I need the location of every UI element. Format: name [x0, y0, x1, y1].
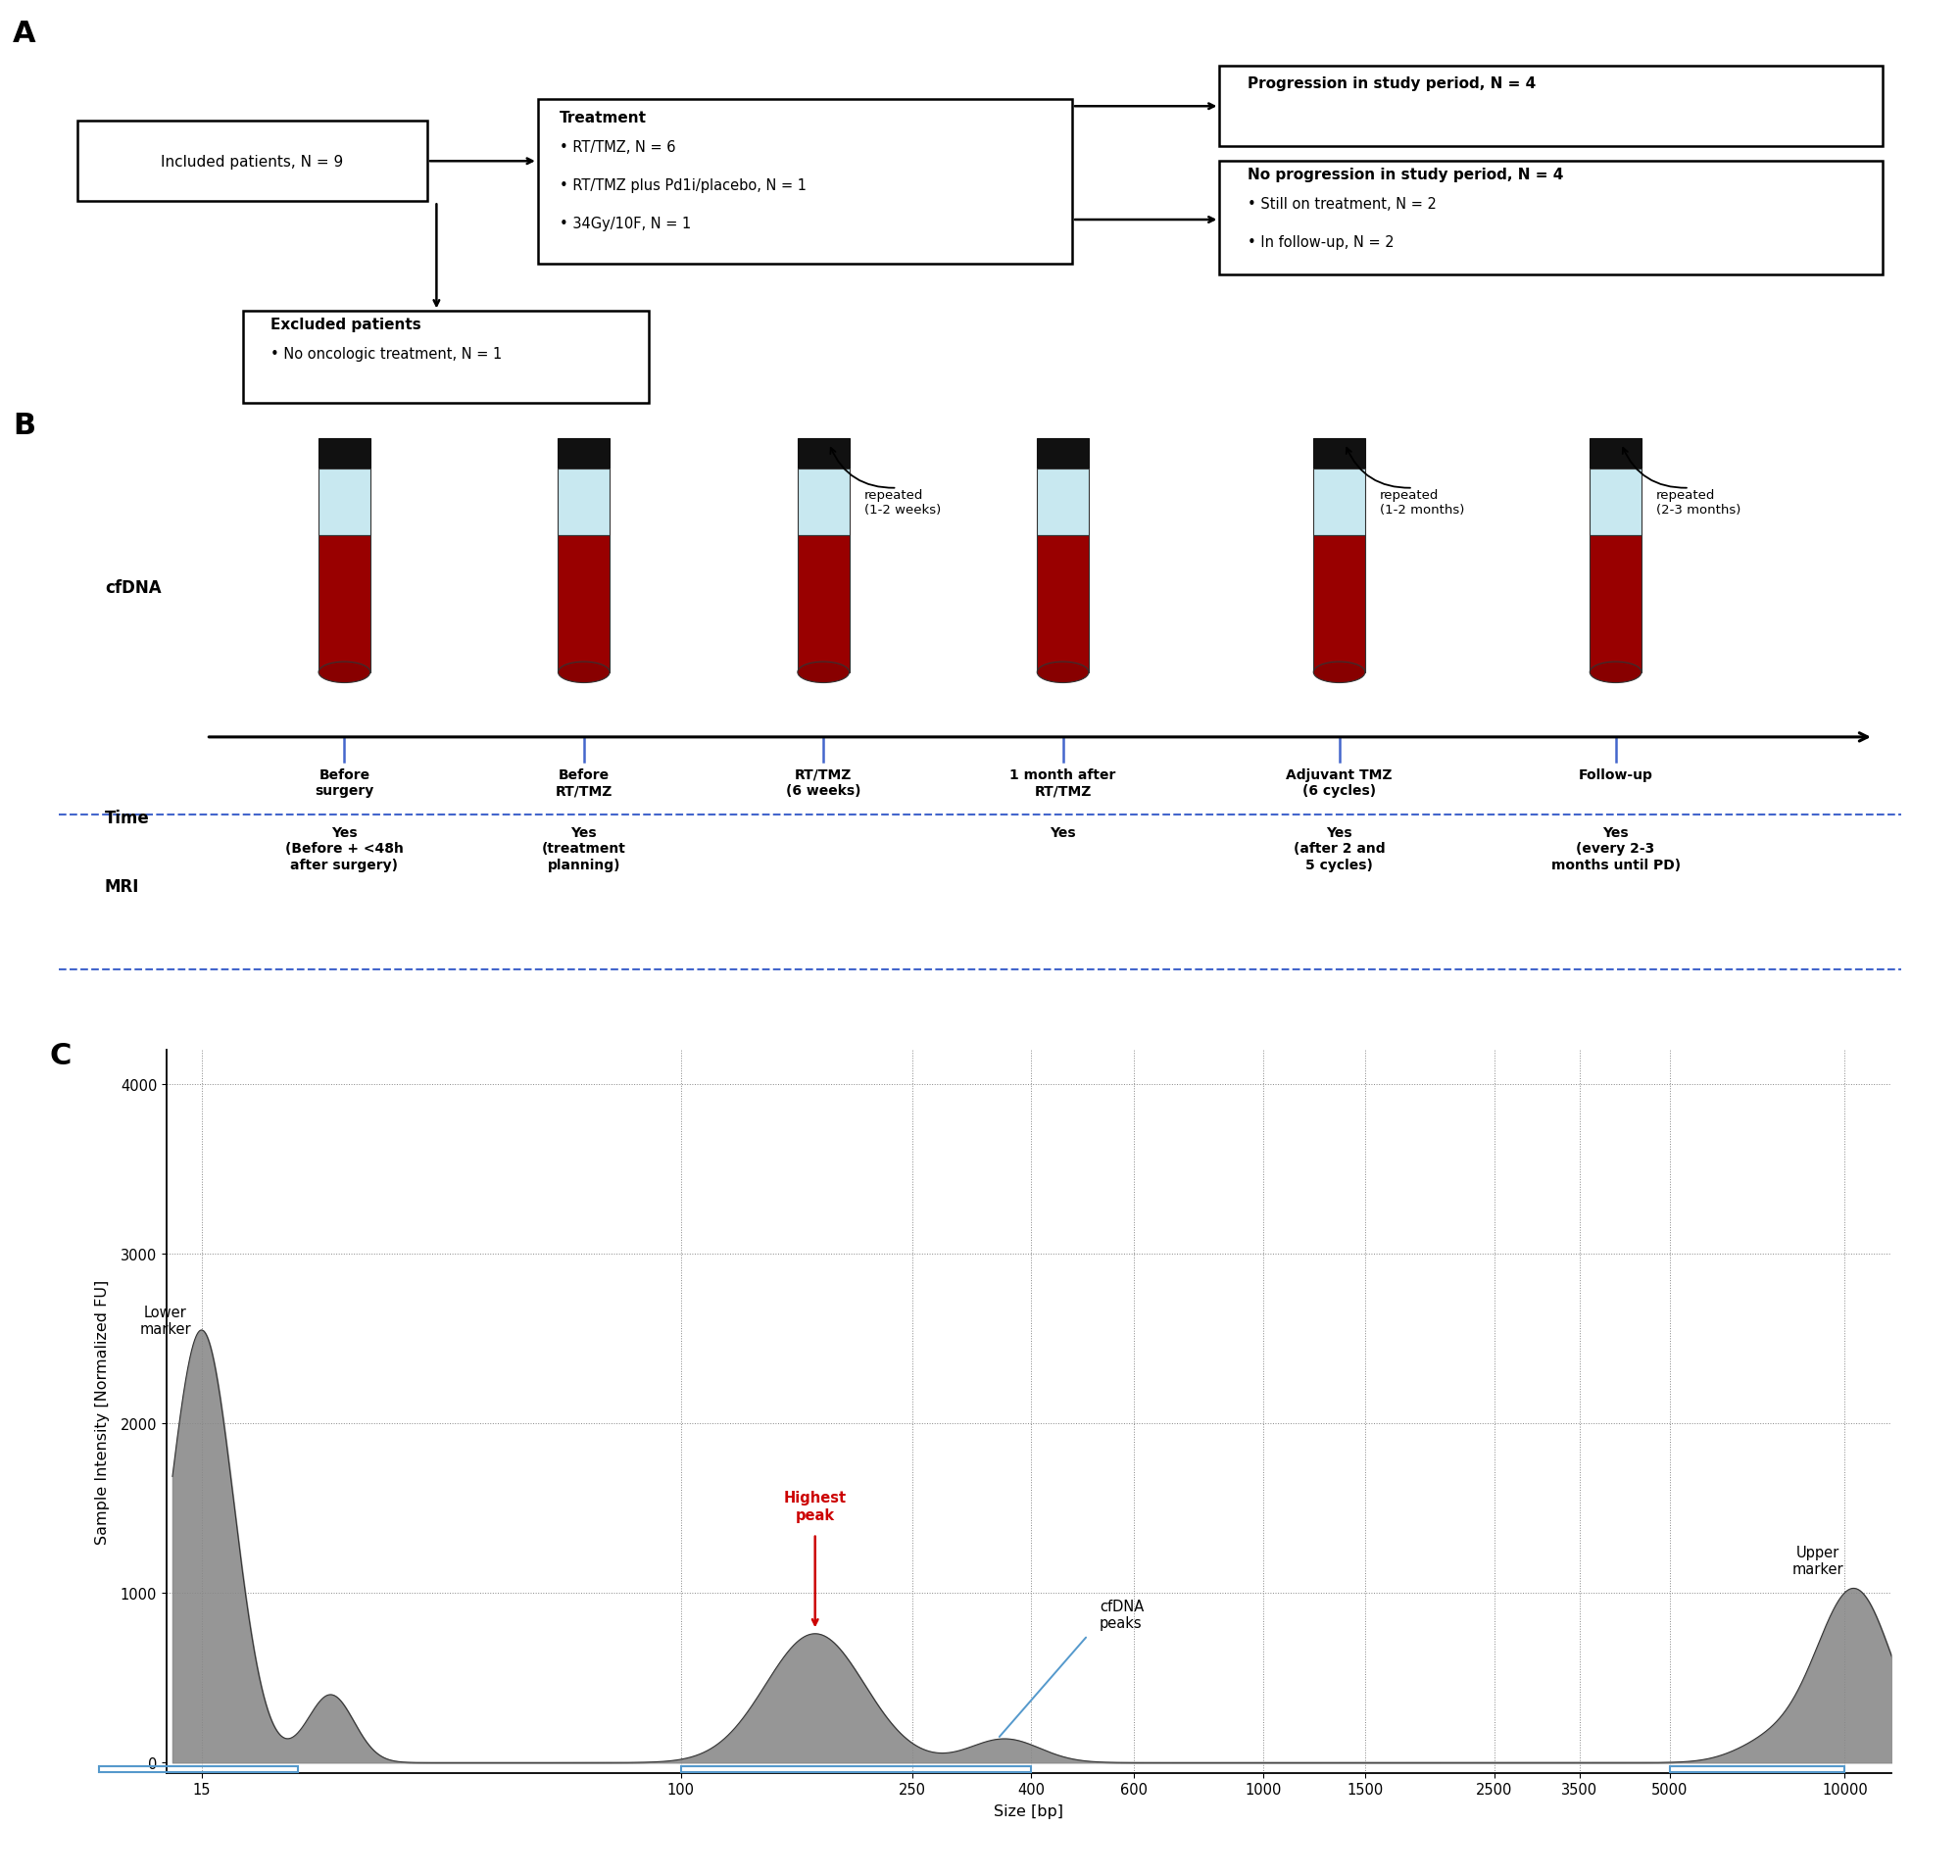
Bar [1590, 469, 1641, 535]
Ellipse shape [1037, 662, 1088, 683]
Text: repeated
(1-2 months): repeated (1-2 months) [1380, 488, 1464, 516]
Text: Yes
(treatment
planning): Yes (treatment planning) [541, 825, 625, 872]
Bar [680, 1765, 1031, 1773]
Text: Before
surgery: Before surgery [316, 767, 374, 797]
Bar [1037, 535, 1088, 673]
Text: MRI: MRI [106, 878, 139, 895]
Text: Treatment: Treatment [561, 111, 647, 126]
Bar [1037, 469, 1088, 535]
Ellipse shape [798, 662, 849, 683]
X-axis label: Size [bp]: Size [bp] [994, 1805, 1064, 1818]
FancyBboxPatch shape [1313, 439, 1364, 469]
Bar [1670, 1765, 1844, 1773]
Text: Progression in study period, N = 4: Progression in study period, N = 4 [1247, 75, 1535, 90]
Text: Adjuvant TMZ
(6 cycles): Adjuvant TMZ (6 cycles) [1286, 767, 1392, 797]
Bar [798, 535, 849, 673]
Text: Before
RT/TMZ: Before RT/TMZ [555, 767, 612, 797]
FancyBboxPatch shape [559, 439, 610, 469]
FancyBboxPatch shape [1590, 439, 1641, 469]
Text: C: C [49, 1041, 71, 1069]
Bar [1313, 535, 1364, 673]
Bar [1313, 469, 1364, 535]
Text: Follow-up: Follow-up [1578, 767, 1652, 782]
Text: Included patients, N = 9: Included patients, N = 9 [161, 154, 343, 169]
FancyBboxPatch shape [1219, 68, 1884, 146]
Text: • RT/TMZ, N = 6: • RT/TMZ, N = 6 [561, 141, 676, 154]
Text: Yes
(every 2-3
months until PD): Yes (every 2-3 months until PD) [1550, 825, 1680, 872]
FancyBboxPatch shape [537, 99, 1072, 265]
Text: Yes: Yes [1051, 825, 1076, 840]
Ellipse shape [319, 662, 370, 683]
Text: cfDNA: cfDNA [106, 580, 161, 597]
Text: B: B [14, 411, 35, 439]
Text: repeated
(1-2 weeks): repeated (1-2 weeks) [864, 488, 941, 516]
Text: cfDNA
peaks: cfDNA peaks [1100, 1598, 1145, 1630]
Bar [559, 535, 610, 673]
Text: • 34Gy/10F, N = 1: • 34Gy/10F, N = 1 [561, 218, 692, 231]
Text: • No oncologic treatment, N = 1: • No oncologic treatment, N = 1 [270, 347, 502, 362]
Bar [559, 469, 610, 535]
Text: Yes
(Before + <48h
after surgery): Yes (Before + <48h after surgery) [284, 825, 404, 872]
Ellipse shape [1313, 662, 1364, 683]
Text: Excluded patients: Excluded patients [270, 317, 421, 332]
Bar [319, 535, 370, 673]
Text: Highest
peak: Highest peak [784, 1490, 847, 1521]
Y-axis label: Sample Intensity [Normalized FU]: Sample Intensity [Normalized FU] [94, 1279, 110, 1544]
Bar [1590, 535, 1641, 673]
Bar [319, 469, 370, 535]
Text: Time: Time [106, 810, 149, 827]
Text: A: A [14, 19, 35, 47]
FancyBboxPatch shape [1037, 439, 1088, 469]
Bar [798, 469, 849, 535]
Text: • Still on treatment, N = 2: • Still on treatment, N = 2 [1247, 197, 1437, 212]
Text: Upper
marker: Upper marker [1793, 1544, 1844, 1576]
Text: • In follow-up, N = 2: • In follow-up, N = 2 [1247, 234, 1394, 250]
FancyBboxPatch shape [798, 439, 849, 469]
Bar [100, 1765, 298, 1773]
Text: Lower
marker: Lower marker [139, 1306, 192, 1336]
Ellipse shape [1590, 662, 1641, 683]
Text: 1 month after
RT/TMZ: 1 month after RT/TMZ [1009, 767, 1115, 797]
FancyBboxPatch shape [76, 122, 427, 203]
Text: No progression in study period, N = 4: No progression in study period, N = 4 [1247, 167, 1562, 182]
FancyBboxPatch shape [1219, 161, 1884, 276]
FancyBboxPatch shape [319, 439, 370, 469]
Text: RT/TMZ
(6 weeks): RT/TMZ (6 weeks) [786, 767, 860, 797]
Text: • RT/TMZ plus Pd1i/placebo, N = 1: • RT/TMZ plus Pd1i/placebo, N = 1 [561, 178, 808, 193]
FancyBboxPatch shape [243, 311, 649, 403]
Text: repeated
(2-3 months): repeated (2-3 months) [1656, 488, 1740, 516]
Text: Yes
(after 2 and
5 cycles): Yes (after 2 and 5 cycles) [1294, 825, 1386, 872]
Ellipse shape [559, 662, 610, 683]
